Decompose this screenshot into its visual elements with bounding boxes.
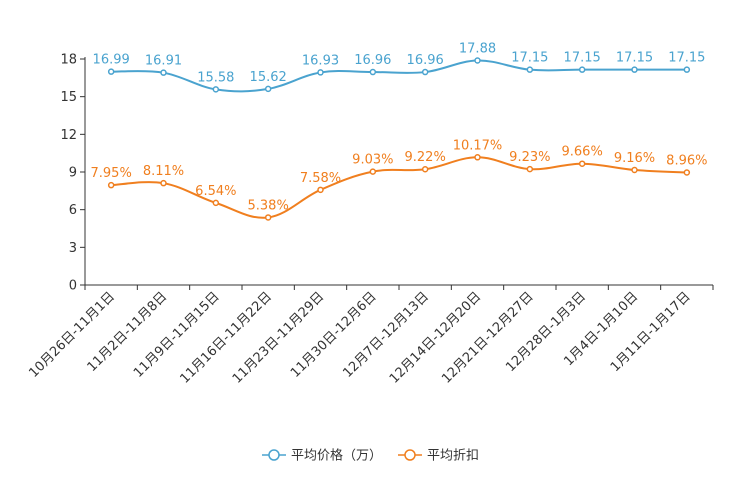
data-point[interactable] [578, 66, 586, 73]
data-point[interactable] [474, 57, 481, 64]
legend-item-0[interactable]: 平均价格（万） [262, 448, 382, 464]
legend-circle-icon [268, 449, 280, 461]
data-point[interactable] [212, 199, 220, 207]
x-tick-label: 12月21日-12月27日 [439, 289, 536, 386]
data-label: 17.15 [511, 51, 548, 66]
legend[interactable]: 平均价格（万） 平均折扣 [262, 448, 479, 464]
data-point[interactable] [369, 68, 377, 76]
data-label: 17.88 [459, 42, 496, 57]
data-label: 7.58% [300, 171, 341, 186]
data-point[interactable] [683, 66, 691, 73]
data-point[interactable] [421, 165, 429, 173]
data-point[interactable] [474, 154, 481, 161]
data-point[interactable] [160, 69, 167, 76]
series-0: 16.99 16.91 15.58 15.62 16.93 16.96 16.96 17.88… [93, 42, 705, 93]
data-point[interactable] [578, 160, 586, 167]
data-point[interactable] [526, 165, 534, 173]
y-tick-label: 6 [69, 203, 77, 218]
data-point[interactable] [107, 181, 115, 189]
data-label: 8.96% [666, 154, 707, 169]
data-label: 9.16% [614, 151, 655, 166]
data-point[interactable] [421, 68, 429, 76]
data-label: 5.38% [248, 198, 289, 213]
data-point[interactable] [631, 166, 638, 174]
data-point[interactable] [264, 85, 272, 93]
data-label: 16.91 [145, 54, 182, 69]
series-1: 7.95% 8.11% 6.54% 5.38% 7.58% 9.03% 9.22% 10.17… [91, 138, 707, 221]
legend-label: 平均价格（万） [291, 448, 382, 464]
data-point[interactable] [160, 179, 167, 187]
data-label: 8.11% [143, 164, 184, 179]
axes: 036912151810月26日-11月1日11月2日-11月8日11月9日-1… [26, 53, 714, 387]
data-point[interactable] [317, 186, 324, 194]
series-group: 16.99 16.91 15.58 15.62 16.93 16.96 16.96 17.88… [91, 42, 707, 221]
data-point[interactable] [526, 66, 534, 73]
legend-item-1[interactable]: 平均折扣 [398, 449, 479, 464]
data-label: 16.99 [93, 53, 130, 68]
x-tick-label: 11月16日-11月22日 [178, 289, 275, 386]
data-label: 9.03% [352, 153, 393, 168]
data-label: 10.17% [453, 138, 503, 153]
data-point[interactable] [683, 169, 691, 176]
data-label: 9.66% [562, 145, 603, 160]
data-label: 9.23% [509, 150, 550, 165]
legend-label: 平均折扣 [427, 449, 479, 464]
x-tick-label: 12月14日-12月20日 [387, 289, 484, 386]
y-tick-label: 0 [69, 279, 77, 294]
data-point[interactable] [369, 168, 377, 175]
x-tick-label: 10月26日-11月1日 [26, 289, 118, 381]
series-line [111, 156, 687, 219]
legend-circle-icon [404, 449, 416, 461]
x-tick-label: 11月23日-11月29日 [230, 289, 327, 386]
data-point[interactable] [264, 214, 272, 221]
y-tick-label: 15 [60, 90, 77, 105]
data-label: 15.62 [250, 70, 287, 85]
data-label: 6.54% [195, 184, 236, 199]
y-tick-label: 9 [69, 166, 77, 181]
data-label: 16.93 [302, 53, 339, 68]
data-label: 16.96 [407, 53, 444, 68]
data-point[interactable] [212, 86, 220, 93]
y-tick-label: 3 [69, 241, 77, 256]
y-tick-label: 18 [60, 53, 77, 68]
data-label: 7.95% [91, 166, 132, 181]
data-label: 17.15 [668, 51, 705, 66]
series-line [111, 59, 687, 93]
data-label: 17.15 [616, 51, 653, 66]
data-point[interactable] [107, 68, 115, 75]
y-tick-label: 12 [60, 128, 77, 143]
data-label: 17.15 [564, 51, 601, 66]
data-label: 16.96 [354, 53, 391, 68]
data-label: 9.22% [405, 150, 446, 165]
data-label: 15.58 [197, 70, 234, 85]
data-point[interactable] [631, 66, 638, 73]
data-point[interactable] [317, 69, 324, 76]
